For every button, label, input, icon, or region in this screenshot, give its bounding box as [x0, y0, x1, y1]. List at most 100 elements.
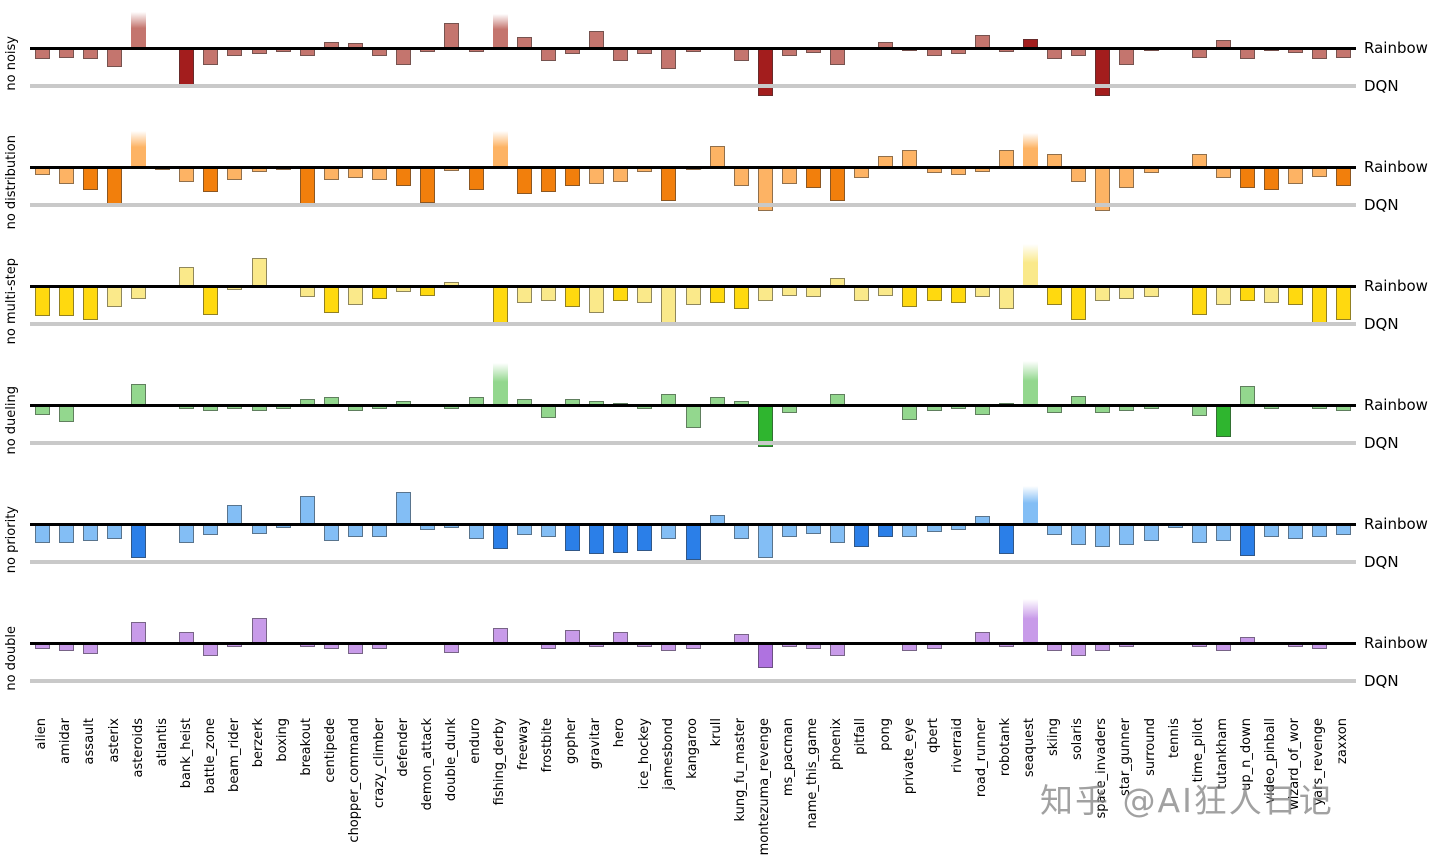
bar-fishing_derby	[492, 13, 508, 48]
x-tick-label: bank_heist	[178, 718, 194, 789]
bar-bank_heist	[179, 167, 195, 183]
bar-tutankham	[1215, 524, 1231, 542]
x-tick-freeway: freeway	[512, 718, 536, 860]
bar-amidar	[58, 405, 74, 423]
x-tick-atlantis: atlantis	[150, 718, 174, 860]
row-no-multi-step: no multi-step Rainbow DQN	[0, 242, 1440, 361]
bar-pong	[878, 524, 894, 538]
x-tick-label: beam_rider	[226, 718, 242, 792]
bar-kangaroo	[685, 524, 701, 561]
dqn-line	[30, 84, 1356, 88]
bar-asterix	[106, 286, 122, 307]
bar-kangaroo	[685, 405, 701, 428]
rainbow-baseline	[30, 284, 1356, 288]
row-label: no dueling	[4, 386, 19, 455]
watermark-text: 知乎 @AI狂人日记	[1040, 781, 1334, 820]
bar-star_gunner	[1119, 48, 1135, 66]
bar-seaquest	[1023, 132, 1039, 167]
bar-centipede	[323, 167, 339, 181]
bar-private_eye	[902, 524, 918, 538]
x-tick-asterix: asterix	[102, 718, 126, 860]
row-no-distribution: no distribution Rainbow DQN	[0, 123, 1440, 242]
x-tick-label: fishing_derby	[492, 718, 507, 806]
x-tick-label: frostbite	[540, 718, 556, 773]
bar-montezuma_revenge	[757, 524, 773, 559]
bar-solaris	[1071, 643, 1087, 657]
x-tick-label: breakout	[299, 718, 315, 776]
x-tick-krull: krull	[705, 718, 729, 860]
bar-centipede	[323, 286, 339, 313]
bar-ice_hockey	[637, 286, 653, 304]
x-tick-asteroids: asteroids	[126, 718, 150, 860]
bar-assault	[82, 524, 98, 542]
bar-chopper_command	[347, 167, 363, 179]
x-tick-centipede: centipede	[319, 718, 343, 860]
bar-wizard_of_wor	[1288, 524, 1304, 540]
bar-surround	[1143, 286, 1159, 298]
bar-demon_attack	[420, 167, 436, 204]
x-tick-label: berzerk	[251, 718, 267, 768]
bar-asteroids	[130, 286, 146, 300]
bar-gravitar	[589, 524, 605, 555]
bar-pitfall	[854, 286, 870, 302]
x-tick-fishing_derby: fishing_derby	[488, 718, 512, 860]
x-tick-label: skiing	[1046, 718, 1062, 757]
x-tick-seaquest: seaquest	[1018, 718, 1042, 860]
x-tick-label: pong	[877, 718, 893, 751]
bar-yars_revenge	[1312, 286, 1328, 324]
bar-skiing	[1047, 524, 1063, 536]
bar-time_pilot	[1191, 286, 1207, 315]
bar-gopher	[564, 167, 580, 186]
row-no-dueling: no dueling Rainbow DQN	[0, 361, 1440, 480]
bar-robotank	[998, 286, 1014, 309]
x-tick-pitfall: pitfall	[849, 718, 873, 860]
bar-frostbite	[540, 286, 556, 302]
x-tick-label: robotank	[997, 718, 1013, 777]
bar-road_runner	[974, 286, 990, 298]
bar-amidar	[58, 167, 74, 185]
bar-defender	[396, 48, 412, 66]
bar-solaris	[1071, 167, 1087, 183]
bar-battle_zone	[203, 524, 219, 536]
row-label: no distribution	[4, 135, 19, 230]
bar-defender	[396, 491, 412, 524]
row-no-noisy: no noisy Rainbow DQN	[0, 4, 1440, 123]
rainbow-label: Rainbow	[1364, 634, 1428, 652]
bar-fishing_derby	[492, 363, 508, 405]
bar-pitfall	[854, 167, 870, 179]
bar-up_n_down	[1240, 48, 1255, 60]
x-tick-label: phoenix	[829, 718, 845, 770]
x-tick-label: ice_hockey	[636, 718, 652, 790]
bar-berzerk	[251, 257, 267, 286]
rainbow-baseline	[30, 165, 1356, 169]
bar-amidar	[58, 286, 74, 317]
bar-battle_zone	[203, 48, 219, 66]
bar-yars_revenge	[1312, 48, 1328, 60]
bar-private_eye	[902, 149, 918, 167]
bar-hero	[613, 524, 629, 553]
bar-ms_pacman	[781, 167, 797, 185]
bar-krull	[709, 286, 725, 304]
x-tick-amidar: amidar	[54, 718, 78, 860]
bar-crazy_climber	[372, 524, 388, 538]
bar-video_pinball	[1264, 524, 1280, 538]
bar-zaxxon	[1336, 286, 1352, 321]
bar-breakout	[299, 495, 315, 524]
x-tick-label: riverraid	[949, 718, 965, 773]
x-tick-label: zaxxon	[1335, 718, 1351, 764]
bar-gravitar	[589, 167, 605, 185]
x-tick-name_this_game: name_this_game	[801, 718, 825, 860]
rainbow-label: Rainbow	[1364, 515, 1428, 533]
bar-time_pilot	[1191, 524, 1207, 543]
bar-chopper_command	[347, 286, 363, 305]
rainbow-baseline	[30, 522, 1356, 526]
x-tick-boxing: boxing	[271, 718, 295, 860]
bar-fishing_derby	[492, 524, 508, 549]
bar-bank_heist	[179, 48, 195, 86]
bar-freeway	[516, 167, 532, 194]
x-tick-label: hero	[612, 718, 628, 748]
bar-frostbite	[540, 524, 556, 538]
bar-star_gunner	[1119, 286, 1135, 300]
x-tick-label: montezuma_revenge	[757, 718, 773, 856]
x-tick-jamesbond: jamesbond	[656, 718, 680, 860]
